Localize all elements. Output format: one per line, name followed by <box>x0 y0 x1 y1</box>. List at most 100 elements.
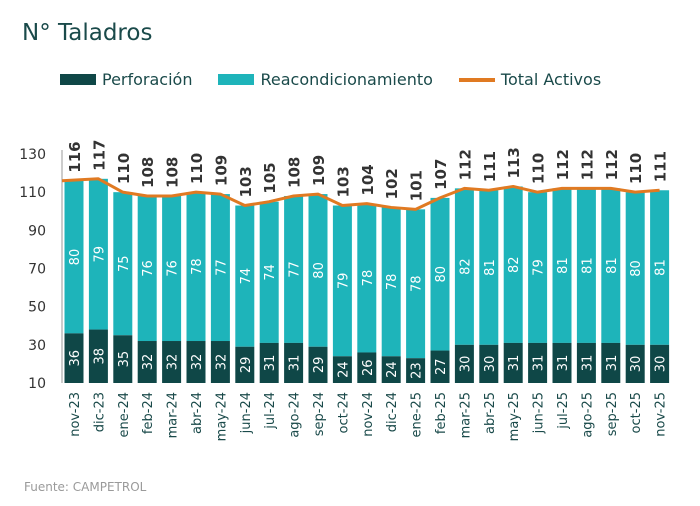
x-tick-label: sep-25 <box>605 392 620 436</box>
bar-perforacion <box>479 344 499 383</box>
bar-reacondicionamiento <box>162 195 182 342</box>
x-tick-label: oct-25 <box>629 392 644 433</box>
label-total: 108 <box>164 157 182 188</box>
label-perforacion: 36 <box>68 350 83 367</box>
bar-reacondicionamiento <box>650 190 670 345</box>
bar-reacondicionamiento <box>576 188 596 343</box>
legend-perforacion: Perforación <box>60 70 192 89</box>
label-reacondicionamiento: 74 <box>263 264 278 281</box>
bar-reacondicionamiento <box>381 207 401 357</box>
bar-reacondicionamiento <box>357 203 377 353</box>
bar-reacondicionamiento <box>284 195 304 343</box>
label-perforacion: 32 <box>166 354 181 371</box>
bar-reacondicionamiento <box>479 190 499 345</box>
bar-reacondicionamiento <box>406 209 426 359</box>
label-total: 102 <box>383 168 401 199</box>
label-reacondicionamiento: 81 <box>654 259 669 276</box>
label-perforacion: 31 <box>580 355 595 372</box>
label-perforacion: 38 <box>92 348 107 365</box>
label-reacondicionamiento: 80 <box>68 249 83 266</box>
y-tick-label: 110 <box>19 185 46 201</box>
x-tick-label: dic-23 <box>92 392 107 432</box>
y-tick-label: 30 <box>28 338 46 354</box>
y-tick-label: 70 <box>28 262 46 278</box>
label-reacondicionamiento: 81 <box>483 259 498 276</box>
label-reacondicionamiento: 78 <box>410 275 425 292</box>
label-reacondicionamiento: 79 <box>532 259 547 276</box>
label-perforacion: 31 <box>263 355 278 372</box>
bar-perforacion <box>137 341 157 383</box>
label-reacondicionamiento: 76 <box>141 260 156 277</box>
x-tick-label: may-24 <box>214 392 229 441</box>
line-total-activos <box>61 177 660 211</box>
label-reacondicionamiento: 77 <box>288 261 303 278</box>
bar-reacondicionamiento <box>625 192 645 345</box>
bar-reacondicionamiento <box>332 205 352 357</box>
x-tick-label: mar-25 <box>458 392 473 438</box>
x-tick-label: mar-24 <box>166 392 181 438</box>
label-total: 110 <box>627 153 645 184</box>
label-reacondicionamiento: 78 <box>190 258 205 275</box>
bar-perforacion <box>113 335 133 383</box>
label-perforacion: 32 <box>190 354 205 371</box>
label-total: 109 <box>310 155 328 186</box>
bar-reacondicionamiento <box>259 201 279 343</box>
bar-perforacion <box>503 342 523 383</box>
label-perforacion: 31 <box>556 355 571 372</box>
label-perforacion: 31 <box>532 355 547 372</box>
label-total: 104 <box>359 164 377 195</box>
label-reacondicionamiento: 81 <box>580 257 595 274</box>
x-tick-label: dic-24 <box>385 392 400 432</box>
label-total: 111 <box>652 151 670 182</box>
bar-perforacion <box>88 329 108 383</box>
label-total: 103 <box>237 166 255 197</box>
label-reacondicionamiento: 82 <box>507 256 522 273</box>
label-total: 110 <box>115 153 133 184</box>
x-tick-label: jun-25 <box>532 392 547 434</box>
source-note: Fuente: CAMPETROL <box>24 480 147 494</box>
x-tick-label: nov-24 <box>361 392 376 437</box>
label-reacondicionamiento: 79 <box>92 246 107 263</box>
label-reacondicionamiento: 78 <box>385 274 400 291</box>
label-perforacion: 32 <box>214 354 229 371</box>
label-perforacion: 24 <box>336 361 351 378</box>
bar-perforacion <box>552 342 572 383</box>
label-perforacion: 23 <box>410 362 425 379</box>
legend-label: Perforación <box>102 70 193 89</box>
bar-reacondicionamiento <box>308 194 328 347</box>
x-tick-label: may-25 <box>507 392 522 441</box>
y-tick-label: 50 <box>28 300 46 316</box>
label-reacondicionamiento: 75 <box>117 255 132 272</box>
bar-reacondicionamiento <box>528 192 548 343</box>
y-tick-label: 130 <box>19 147 46 163</box>
bar-reacondicionamiento <box>64 180 84 334</box>
x-tick-label: nov-25 <box>654 392 669 437</box>
label-perforacion: 35 <box>117 351 132 368</box>
label-reacondicionamiento: 78 <box>361 270 376 287</box>
x-tick-label: abr-25 <box>483 392 498 434</box>
bar-reacondicionamiento <box>210 194 230 342</box>
legend-swatch <box>60 74 96 85</box>
label-reacondicionamiento: 76 <box>166 260 181 277</box>
chart-title: N° Taladros <box>22 20 153 46</box>
label-total: 112 <box>603 149 621 180</box>
label-total: 109 <box>212 155 230 186</box>
label-reacondicionamiento: 81 <box>605 257 620 274</box>
x-tick-label: jul-25 <box>556 392 571 430</box>
bar-perforacion <box>162 341 182 383</box>
label-reacondicionamiento: 79 <box>336 273 351 290</box>
bar-reacondicionamiento <box>601 188 621 343</box>
label-perforacion: 24 <box>385 361 400 378</box>
y-tick-label: 10 <box>28 376 46 392</box>
label-perforacion: 31 <box>605 355 620 372</box>
y-tick-label: 90 <box>28 223 46 239</box>
x-tick-label: feb-25 <box>434 392 449 434</box>
label-total: 112 <box>578 149 596 180</box>
label-perforacion: 30 <box>654 356 669 373</box>
bar-reacondicionamiento <box>552 188 572 343</box>
label-reacondicionamiento: 80 <box>434 266 449 283</box>
bar-reacondicionamiento <box>430 197 450 351</box>
legend-label: Reacondicionamiento <box>260 70 433 89</box>
label-perforacion: 32 <box>141 354 156 371</box>
